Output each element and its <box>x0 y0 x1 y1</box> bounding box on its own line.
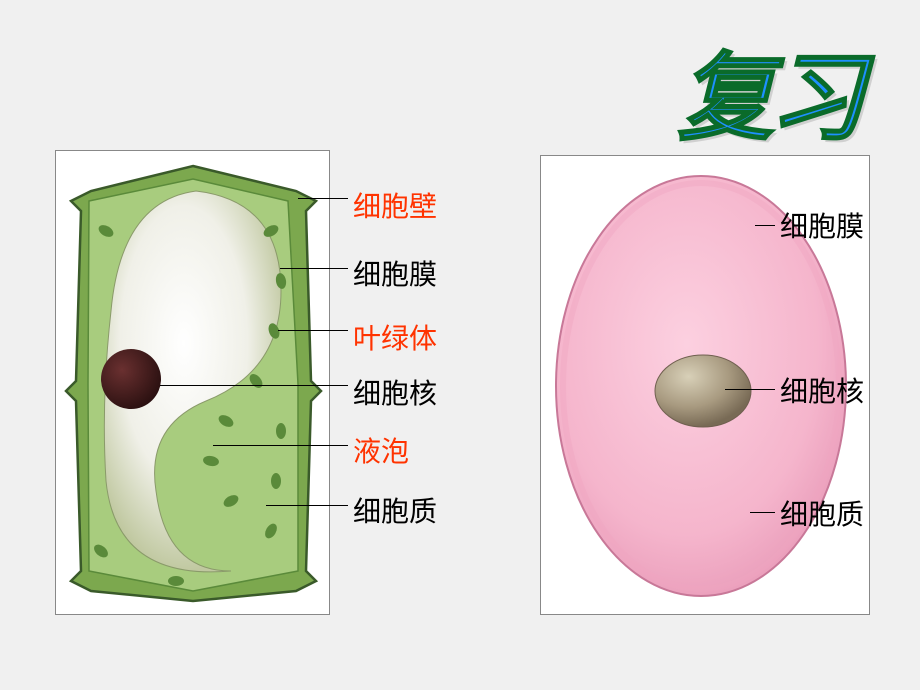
plant_cell-leader-0 <box>298 198 348 199</box>
animal_cell-leader-1 <box>725 389 775 390</box>
plant_cell-leader-5 <box>266 505 348 506</box>
animal_cell-label-1: 细胞核 <box>780 370 864 410</box>
plant_cell-label-4: 液泡 <box>353 430 409 470</box>
animal_cell-leader-2 <box>750 512 775 513</box>
animal_cell-label-2: 细胞质 <box>780 493 864 533</box>
plant_cell-label-2: 叶绿体 <box>353 317 437 357</box>
animal_cell-label-0: 细胞膜 <box>780 205 864 245</box>
plant_cell-leader-2 <box>278 330 348 331</box>
plant_cell-label-1: 细胞膜 <box>353 253 437 293</box>
plant-cell-svg <box>56 151 331 616</box>
nucleus <box>101 349 161 409</box>
plant-cell-diagram <box>55 150 330 615</box>
animal_cell-leader-0 <box>755 225 775 226</box>
plant_cell-label-5: 细胞质 <box>353 490 437 530</box>
nucleus <box>655 355 751 427</box>
plant_cell-leader-4 <box>213 445 348 446</box>
plant_cell-label-0: 细胞壁 <box>353 185 437 225</box>
plant_cell-leader-3 <box>160 385 348 386</box>
plant_cell-label-3: 细胞核 <box>353 372 437 412</box>
page-title: 复习 <box>678 20 860 159</box>
plant_cell-leader-1 <box>280 268 348 269</box>
